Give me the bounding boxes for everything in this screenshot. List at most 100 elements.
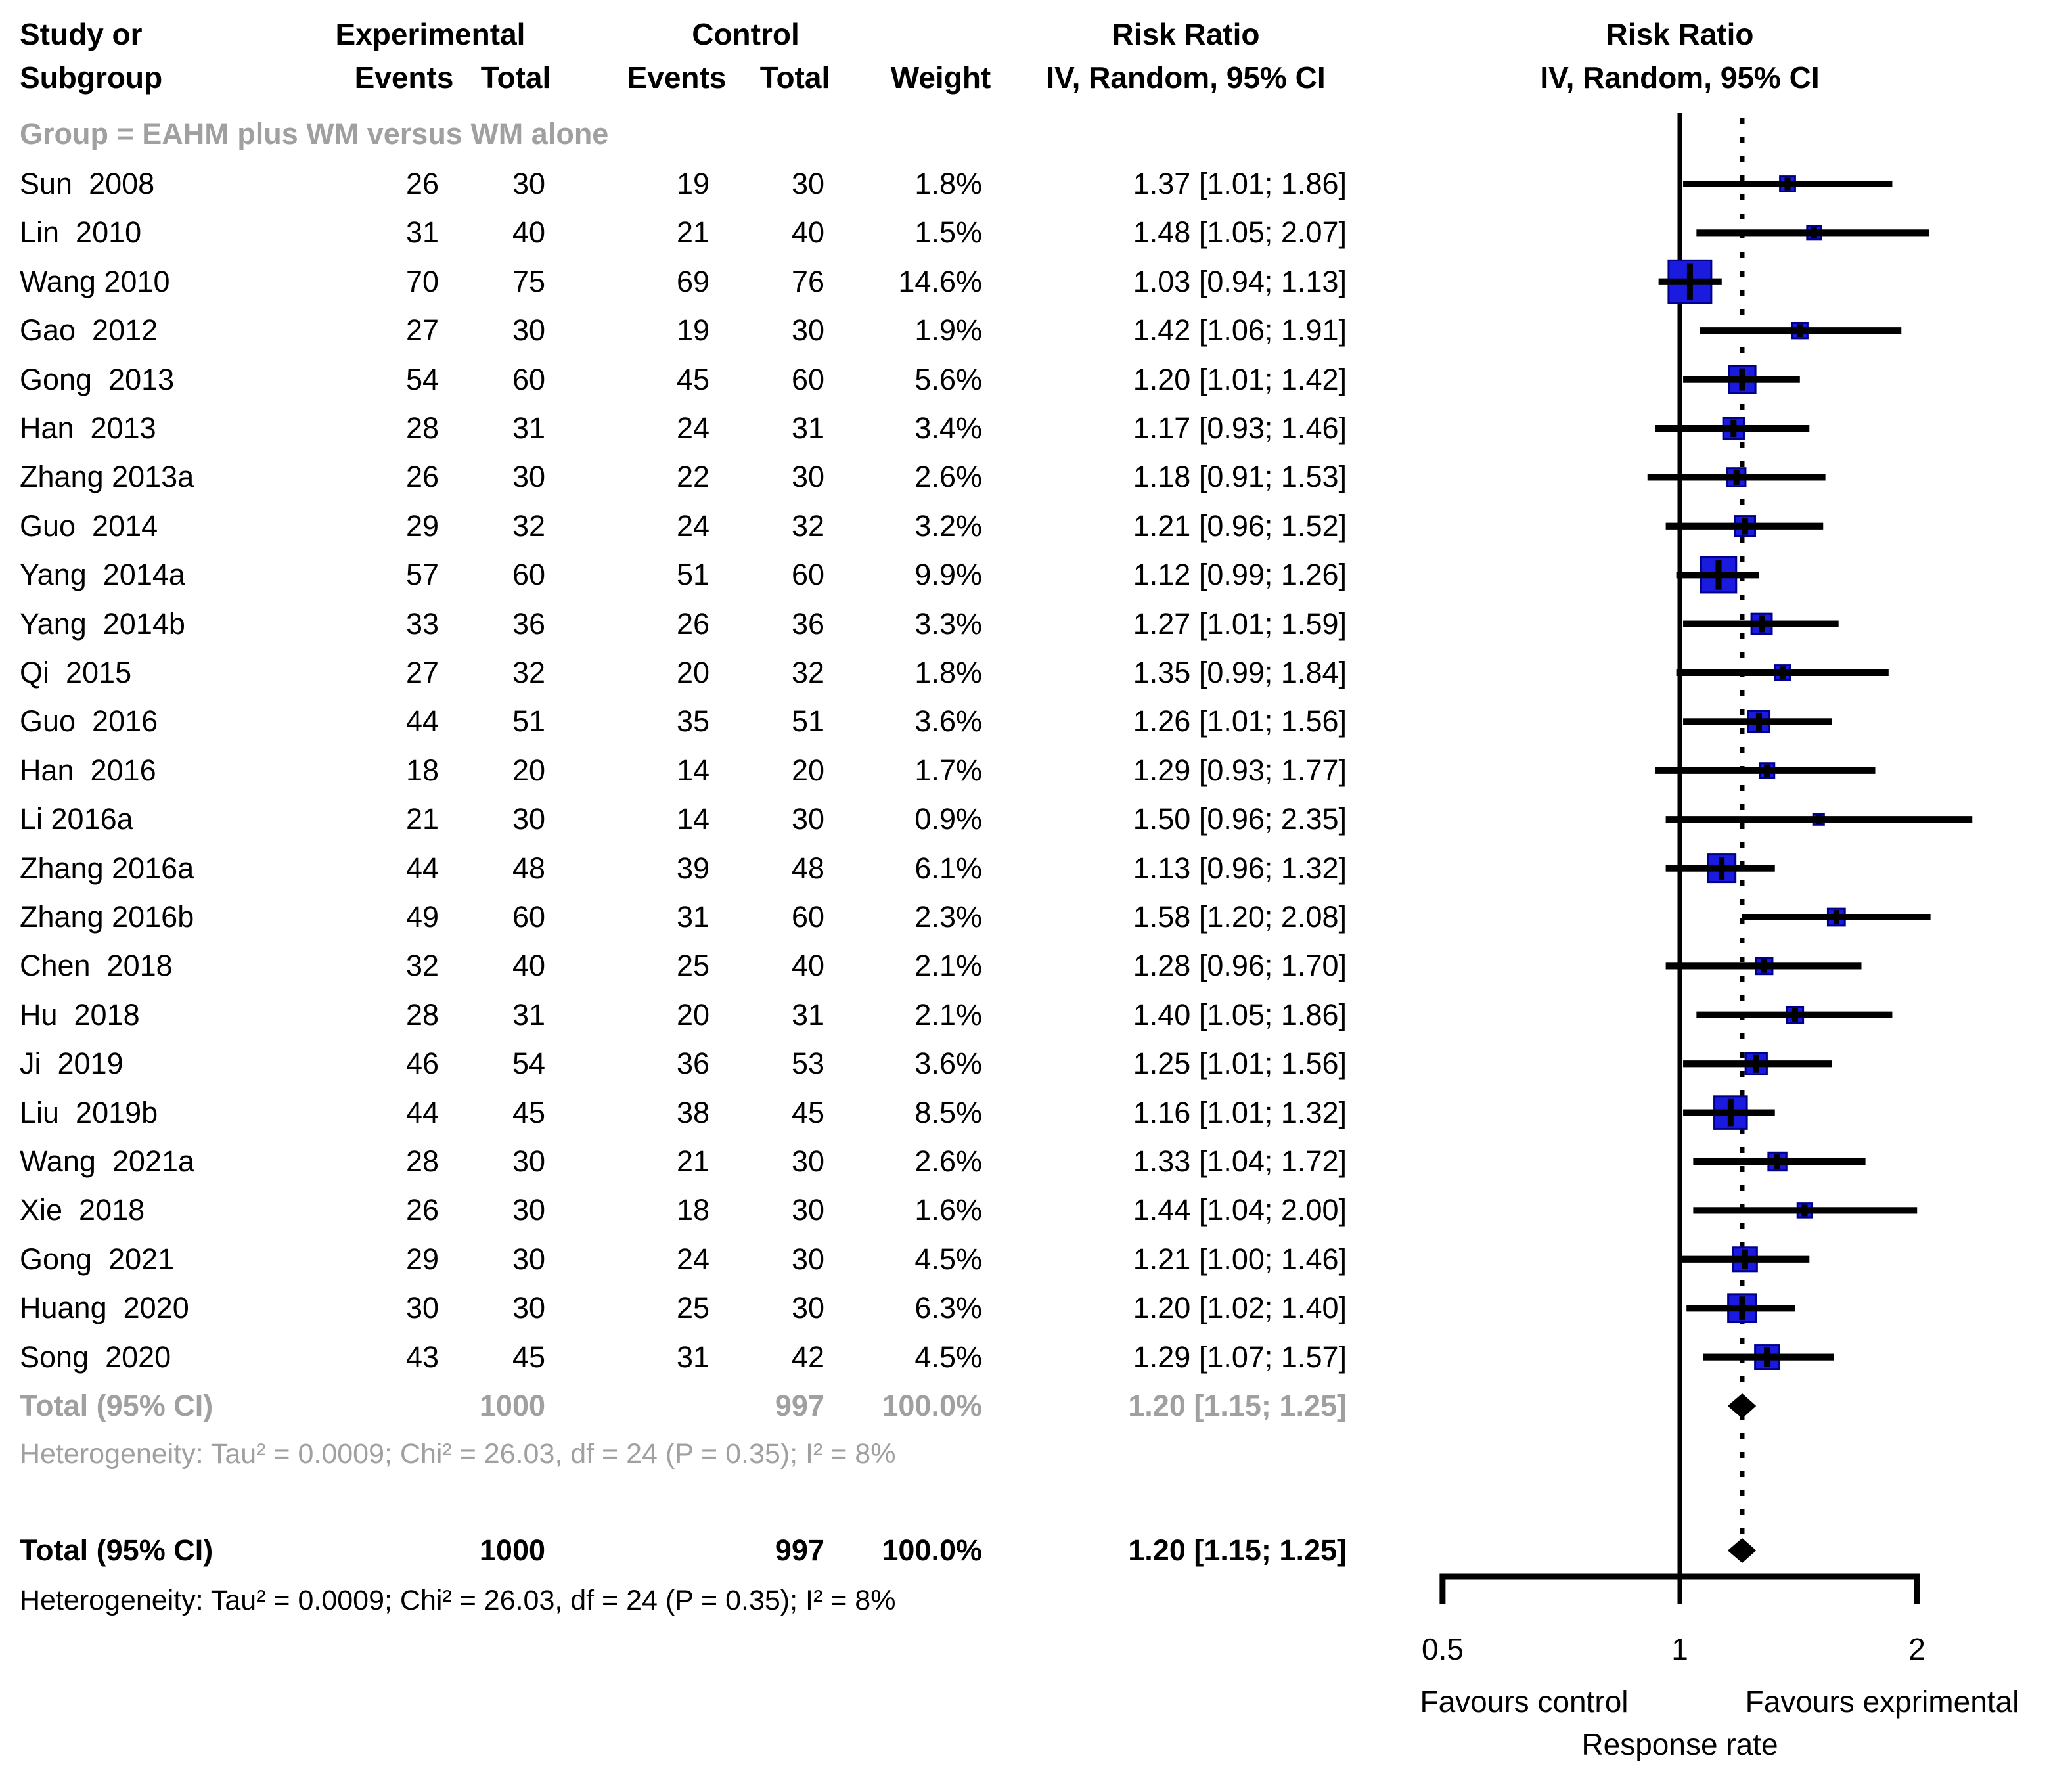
ctrl-total-cell: 30: [791, 1242, 824, 1276]
subgroup-label: Group = EAHM plus WM versus WM alone: [20, 117, 609, 150]
risk-ratio-cell: 1.25 [1.01; 1.56]: [1133, 1047, 1347, 1080]
exp-events-cell: 33: [405, 607, 439, 641]
effect-square: [1767, 1151, 1788, 1172]
exp-events-cell: 44: [405, 1096, 439, 1129]
study-label: Huang 2020: [20, 1291, 189, 1324]
point-tick: [1742, 518, 1748, 535]
ctrl-total-cell: 40: [791, 215, 824, 249]
point-tick: [1727, 1098, 1734, 1127]
ctrl-events-cell: 39: [676, 851, 709, 885]
exp-total-cell: 20: [512, 754, 545, 787]
study-label: Zhang 2013a: [20, 460, 194, 493]
risk-ratio-cell: 1.42 [1.06; 1.91]: [1133, 313, 1347, 347]
ctrl-total-cell: 20: [791, 754, 824, 787]
effect-square: [1726, 467, 1747, 487]
exp-total-cell: 30: [512, 167, 545, 200]
weight-cell: 8.5%: [914, 1096, 982, 1129]
risk-ratio-cell: 1.20 [1.15; 1.25]: [1128, 1389, 1347, 1422]
point-tick: [1791, 1008, 1798, 1022]
ctrl-total-cell: 30: [791, 1144, 824, 1178]
exp-total-cell: 48: [512, 851, 545, 885]
study-label: Guo 2014: [20, 509, 158, 543]
effect-square: [1744, 1052, 1768, 1075]
point-tick: [1742, 1249, 1748, 1269]
ctrl-total-cell: 30: [791, 167, 824, 200]
weight-cell: 1.8%: [914, 656, 982, 689]
exp-events-cell: 27: [405, 656, 439, 689]
ctrl-total-cell: 36: [791, 607, 824, 641]
exp-total-cell: 30: [512, 1144, 545, 1178]
weight-cell: 4.5%: [914, 1242, 982, 1276]
header-exp-total: Total: [480, 60, 551, 95]
study-label: Zhang 2016a: [20, 851, 194, 885]
header-study-line1: Study or: [20, 17, 143, 51]
risk-ratio-cell: 1.18 [0.91; 1.53]: [1133, 460, 1347, 493]
ctrl-total-cell: 40: [791, 949, 824, 982]
weight-cell: 1.6%: [914, 1193, 982, 1227]
exp-total-cell: 30: [512, 460, 545, 493]
ctrl-events-cell: 24: [676, 1242, 709, 1276]
ctrl-total-cell: 31: [791, 998, 824, 1031]
point-tick: [1715, 560, 1722, 590]
risk-ratio-cell: 1.37 [1.01; 1.86]: [1133, 167, 1347, 200]
exp-events-cell: 31: [405, 215, 439, 249]
ctrl-events-cell: 51: [676, 558, 709, 591]
ctrl-events-cell: 25: [676, 1291, 709, 1324]
exp-events-cell: 26: [405, 1193, 439, 1227]
ctrl-total-cell: 31: [791, 411, 824, 445]
effect-square: [1734, 515, 1757, 537]
risk-ratio-cell: 1.17 [0.93; 1.46]: [1133, 411, 1347, 445]
weight-cell: 5.6%: [914, 363, 982, 396]
risk-ratio-cell: 1.13 [0.96; 1.32]: [1133, 851, 1347, 885]
point-tick: [1759, 615, 1765, 633]
risk-ratio-cell: 1.16 [1.01; 1.32]: [1133, 1096, 1347, 1129]
exp-events-cell: 54: [405, 363, 439, 396]
study-label: Liu 2019b: [20, 1096, 158, 1129]
effect-square: [1759, 762, 1776, 779]
effect-square: [1806, 225, 1822, 241]
exp-total-cell: 1000: [479, 1389, 545, 1422]
ctrl-total-cell: 42: [791, 1340, 824, 1374]
header-experimental: Experimental: [335, 17, 526, 51]
risk-ratio-cell: 1.58 [1.20; 2.08]: [1133, 900, 1347, 934]
ctrl-events-cell: 19: [676, 167, 709, 200]
point-tick: [1761, 959, 1768, 973]
point-tick: [1739, 368, 1745, 391]
exp-total-cell: 32: [512, 656, 545, 689]
exp-total-cell: 30: [512, 1193, 545, 1227]
ctrl-total-cell: 30: [791, 802, 824, 836]
point-tick: [1733, 469, 1740, 485]
exp-events-cell: 30: [405, 1291, 439, 1324]
ctrl-total-cell: 997: [775, 1533, 824, 1567]
effect-square: [1750, 612, 1773, 635]
weight-cell: 4.5%: [914, 1340, 982, 1374]
exp-total-cell: 40: [512, 215, 545, 249]
exp-events-cell: 21: [405, 802, 439, 836]
study-label: Chen 2018: [20, 949, 173, 982]
exp-events-cell: 44: [405, 851, 439, 885]
point-tick: [1797, 324, 1803, 338]
point-tick: [1815, 815, 1822, 824]
header-method-left: IV, Random, 95% CI: [1046, 60, 1326, 95]
header-study-line2: Subgroup: [20, 60, 163, 95]
weight-cell: 100.0%: [882, 1533, 982, 1567]
weight-cell: 2.3%: [914, 900, 982, 934]
weight-cell: 100.0%: [882, 1389, 982, 1422]
exp-total-cell: 30: [512, 802, 545, 836]
ctrl-total-cell: 60: [791, 900, 824, 934]
header-weight: Weight: [890, 60, 991, 95]
effect-square: [1786, 1005, 1805, 1024]
weight-cell: 3.6%: [914, 1047, 982, 1080]
weight-cell: 1.8%: [914, 167, 982, 200]
risk-ratio-cell: 1.03 [0.94; 1.13]: [1133, 265, 1347, 298]
ctrl-events-cell: 21: [676, 215, 709, 249]
risk-ratio-cell: 1.12 [0.99; 1.26]: [1133, 558, 1347, 591]
study-label: Lin 2010: [20, 215, 142, 249]
effect-square: [1713, 1095, 1748, 1130]
effect-square: [1754, 1344, 1780, 1370]
study-label: Han 2013: [20, 411, 156, 445]
weight-cell: 6.3%: [914, 1291, 982, 1324]
ctrl-events-cell: 25: [676, 949, 709, 982]
ctrl-total-cell: 32: [791, 509, 824, 543]
risk-ratio-cell: 1.29 [1.07; 1.57]: [1133, 1340, 1347, 1374]
